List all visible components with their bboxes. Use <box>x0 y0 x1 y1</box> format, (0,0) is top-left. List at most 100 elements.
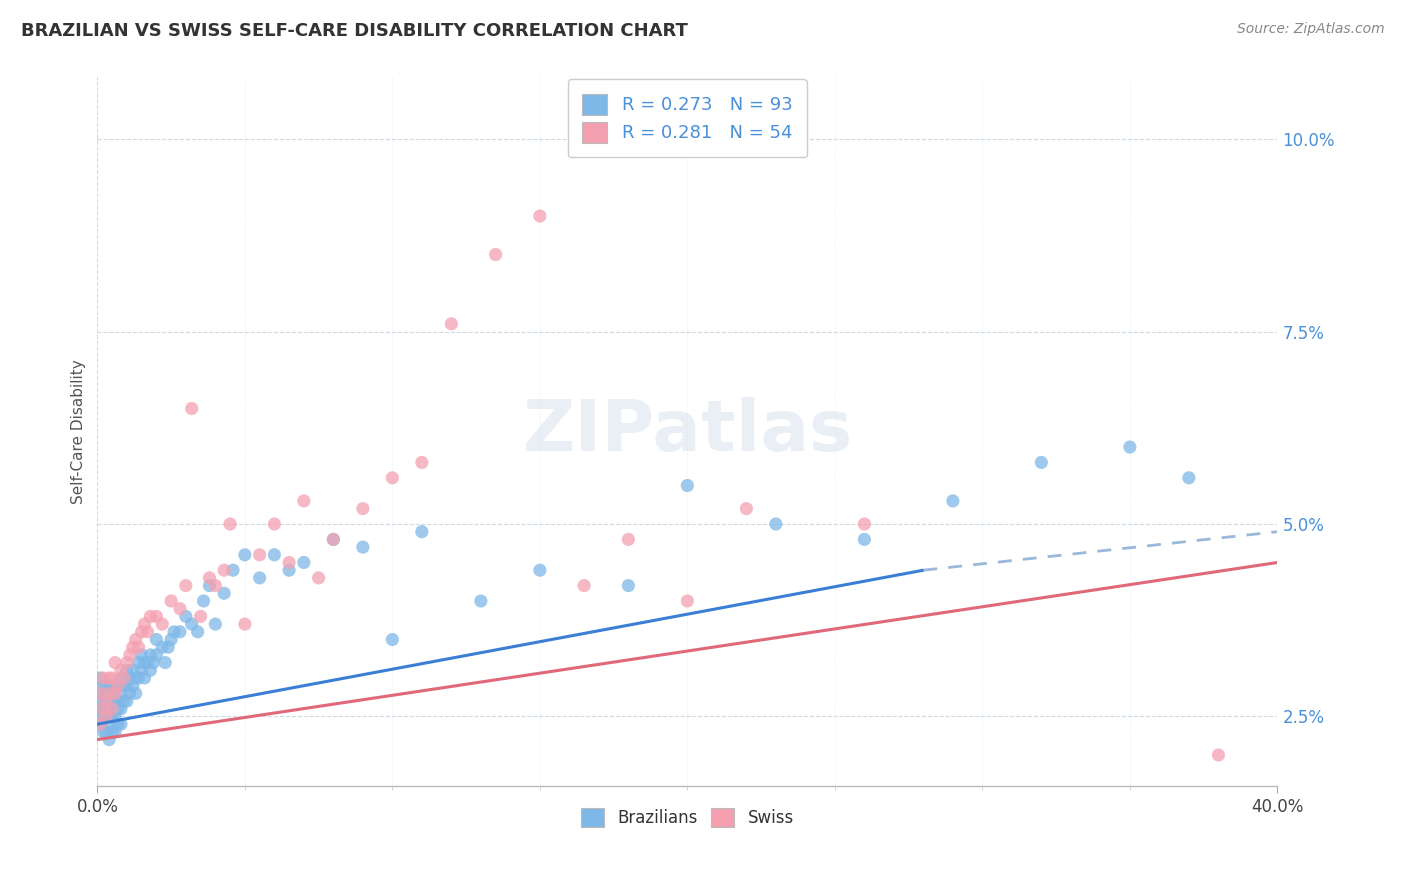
Point <box>233 617 256 632</box>
Point <box>101 671 124 685</box>
Point <box>617 533 640 547</box>
Point <box>115 656 138 670</box>
Point <box>150 617 173 632</box>
Point <box>174 609 197 624</box>
Point <box>91 671 114 685</box>
Y-axis label: Self-Care Disability: Self-Care Disability <box>72 359 86 504</box>
Point <box>219 516 242 531</box>
Point <box>765 516 787 531</box>
Point <box>91 694 114 708</box>
Point <box>98 709 121 723</box>
Point <box>853 516 876 531</box>
Point <box>101 679 124 693</box>
Point <box>145 648 167 662</box>
Point <box>352 540 374 554</box>
Point <box>96 709 118 723</box>
Point <box>91 702 114 716</box>
Point <box>440 317 463 331</box>
Point <box>136 624 159 639</box>
Point <box>107 694 129 708</box>
Point <box>193 594 215 608</box>
Point <box>1208 747 1230 762</box>
Point <box>249 548 271 562</box>
Point <box>198 571 221 585</box>
Point <box>198 579 221 593</box>
Point <box>134 671 156 685</box>
Point <box>91 709 114 723</box>
Point <box>128 640 150 655</box>
Point <box>169 624 191 639</box>
Point <box>101 725 124 739</box>
Point <box>212 586 235 600</box>
Point <box>96 709 118 723</box>
Point <box>1178 471 1201 485</box>
Point <box>163 624 186 639</box>
Point <box>485 247 508 261</box>
Point <box>107 702 129 716</box>
Point <box>89 702 111 716</box>
Point <box>150 640 173 655</box>
Point <box>115 679 138 693</box>
Point <box>115 694 138 708</box>
Point <box>96 679 118 693</box>
Point <box>125 671 148 685</box>
Point <box>128 671 150 685</box>
Point <box>233 548 256 562</box>
Point <box>89 717 111 731</box>
Point <box>212 563 235 577</box>
Point <box>278 556 301 570</box>
Point <box>308 571 330 585</box>
Point <box>263 516 285 531</box>
Point <box>411 524 433 539</box>
Point <box>617 579 640 593</box>
Point <box>470 594 492 608</box>
Point <box>98 717 121 731</box>
Point <box>278 563 301 577</box>
Point <box>89 686 111 700</box>
Point <box>110 717 132 731</box>
Point <box>676 478 699 492</box>
Point <box>118 686 141 700</box>
Point <box>174 579 197 593</box>
Legend: Brazilians, Swiss: Brazilians, Swiss <box>574 802 800 834</box>
Point <box>91 679 114 693</box>
Point <box>853 533 876 547</box>
Point <box>101 709 124 723</box>
Point <box>169 601 191 615</box>
Point <box>322 533 344 547</box>
Point <box>107 679 129 693</box>
Point <box>676 594 699 608</box>
Point <box>107 717 129 731</box>
Point <box>104 656 127 670</box>
Point <box>89 717 111 731</box>
Point <box>204 579 226 593</box>
Point <box>96 686 118 700</box>
Point <box>110 686 132 700</box>
Point <box>104 694 127 708</box>
Point <box>98 732 121 747</box>
Point <box>107 679 129 693</box>
Point <box>96 694 118 708</box>
Point <box>125 686 148 700</box>
Point <box>160 632 183 647</box>
Point <box>735 501 758 516</box>
Text: ZIPatlas: ZIPatlas <box>522 397 852 467</box>
Point <box>96 702 118 716</box>
Point <box>139 609 162 624</box>
Point <box>110 671 132 685</box>
Point <box>131 663 153 677</box>
Point <box>121 663 143 677</box>
Point <box>91 725 114 739</box>
Point <box>104 709 127 723</box>
Point <box>98 671 121 685</box>
Point <box>115 663 138 677</box>
Point <box>529 209 551 223</box>
Point <box>98 686 121 700</box>
Point <box>139 648 162 662</box>
Point <box>104 686 127 700</box>
Point <box>131 648 153 662</box>
Point <box>104 725 127 739</box>
Point <box>222 563 245 577</box>
Point <box>112 694 135 708</box>
Point <box>89 686 111 700</box>
